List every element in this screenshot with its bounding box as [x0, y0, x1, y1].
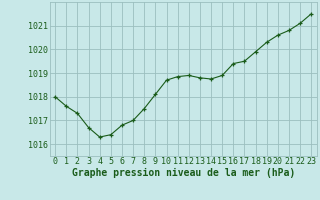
X-axis label: Graphe pression niveau de la mer (hPa): Graphe pression niveau de la mer (hPa) [72, 168, 295, 178]
